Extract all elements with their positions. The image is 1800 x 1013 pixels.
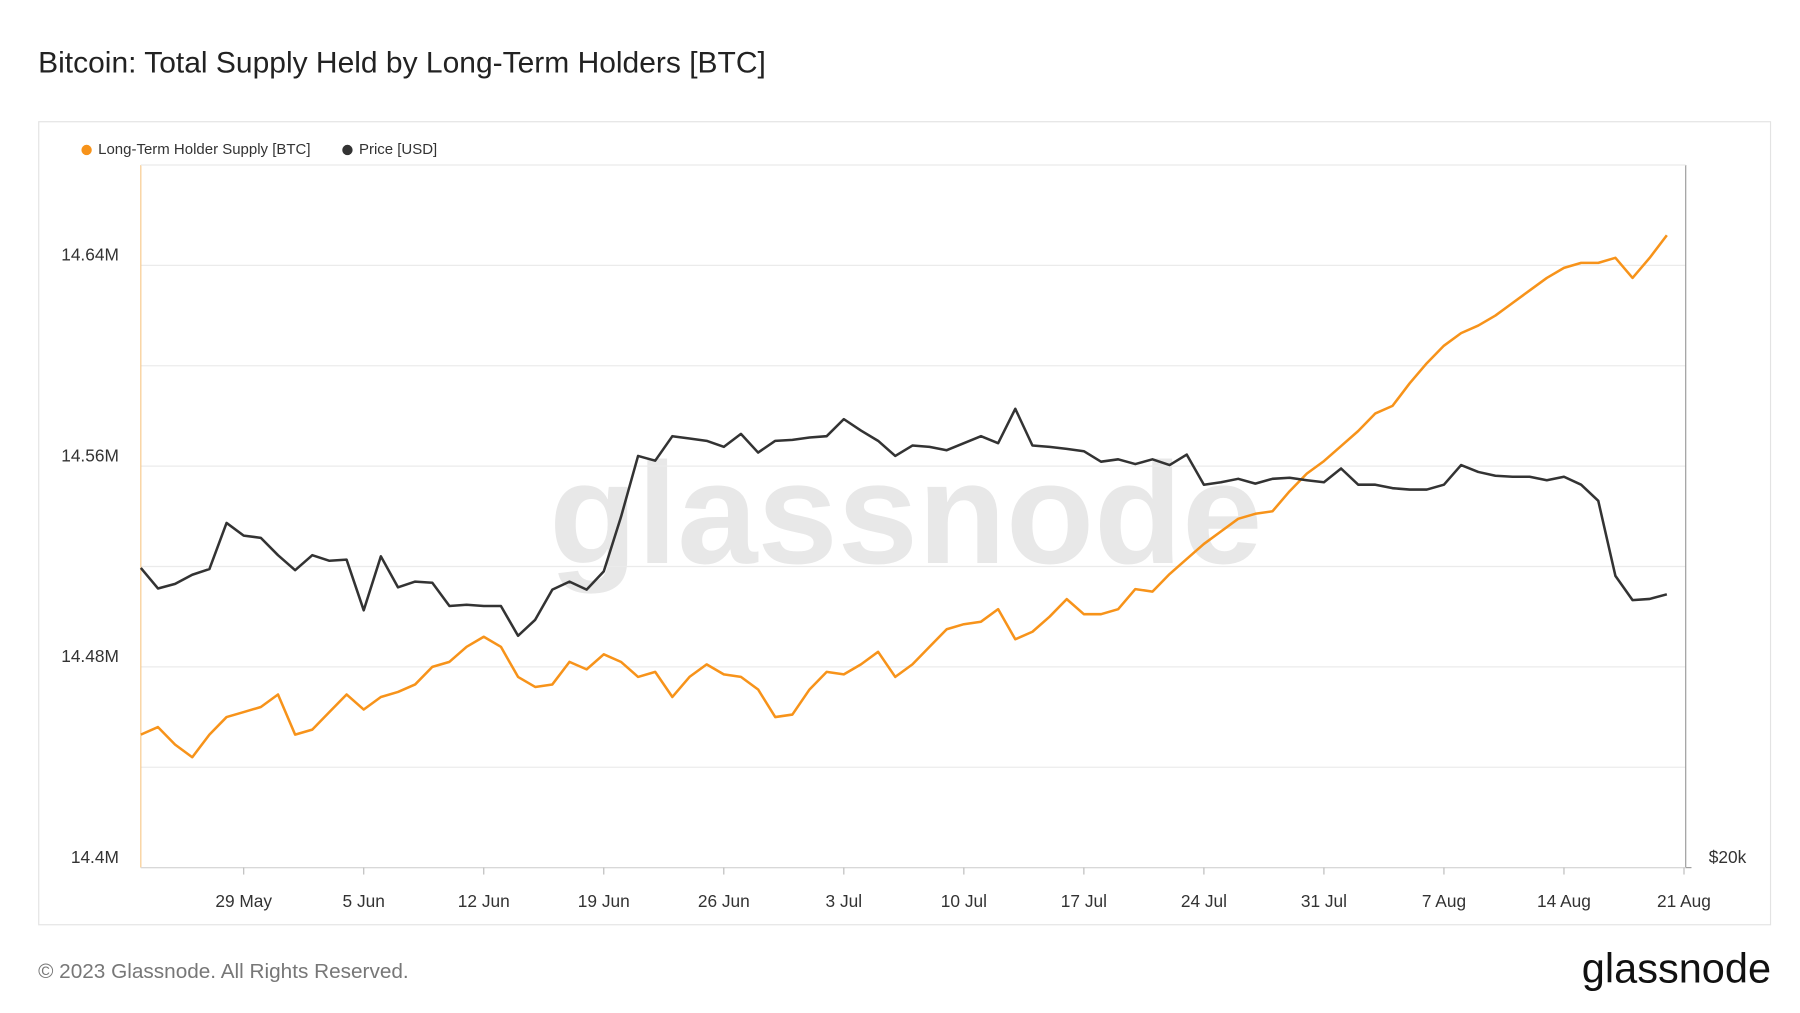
legend-swatch [342,144,353,156]
x-tick-label: 5 Jun [343,891,385,911]
x-tick-label: 3 Jul [826,891,863,911]
x-tick-label: 21 Aug [1657,891,1711,911]
x-tick-label: 12 Jun [458,891,510,911]
x-tick-label: 24 Jul [1181,891,1227,911]
x-tick-label: 26 Jun [698,891,750,911]
x-tick-label: 10 Jul [941,891,987,911]
series-line [140,234,1668,759]
x-tick-label: 14 Aug [1537,891,1591,911]
y-tick-label: 14.48M [61,646,119,666]
x-tick-label: 7 Aug [1422,891,1466,911]
legend-swatch [81,144,92,156]
watermark: glassnode [549,432,1262,594]
series-line [139,407,1668,638]
legend-label: Long-Term Holder Supply [BTC] [98,141,310,158]
logo: glassnode [1582,944,1771,991]
x-tick-label: 29 May [215,891,272,911]
y-tick-label: 14.56M [61,445,119,465]
y-tick-label: 14.64M [61,245,119,265]
x-tick-label: 17 Jul [1061,891,1107,911]
x-tick-label: 19 Jun [578,891,630,911]
y2-tick-label: $20k [1709,847,1747,867]
chart-title: Bitcoin: Total Supply Held by Long-Term … [38,47,766,80]
chart-frame [38,121,1772,926]
legend-label: Price [USD] [359,141,437,158]
y-tick-label: 14.4M [71,847,119,867]
x-tick-label: 31 Jul [1301,891,1347,911]
copyright: © 2023 Glassnode. All Rights Reserved. [38,960,409,983]
